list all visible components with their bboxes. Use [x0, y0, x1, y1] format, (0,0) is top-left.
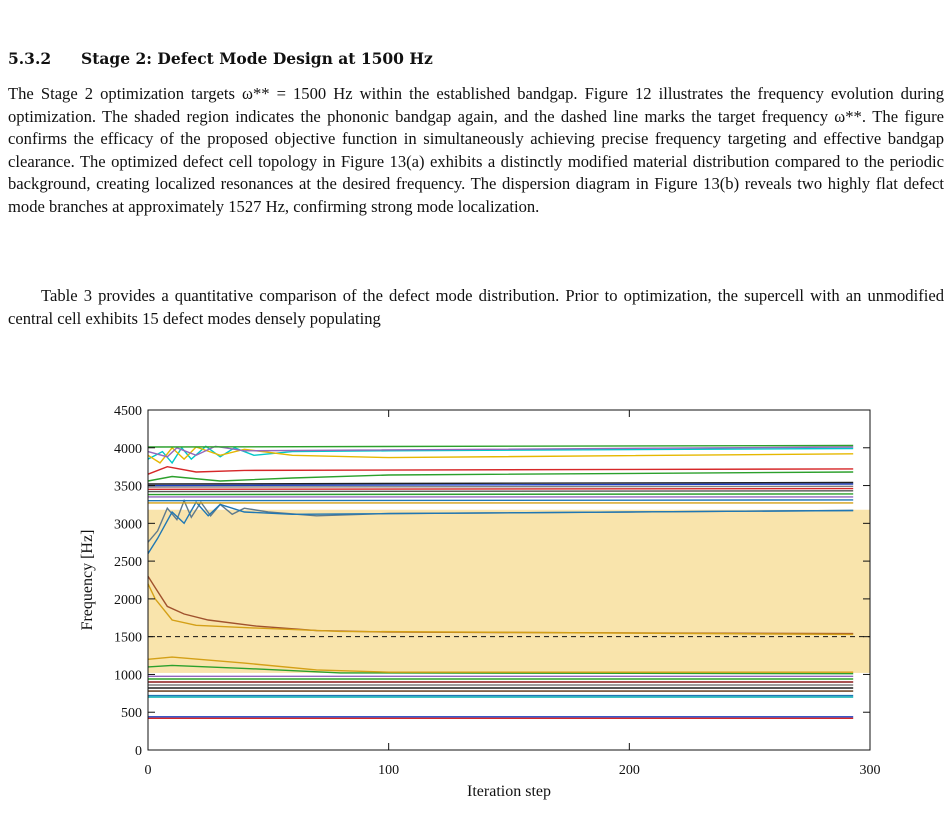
series-line-19	[147, 493, 854, 496]
x-axis-label: Iteration step	[467, 783, 551, 800]
series-line-24	[147, 481, 854, 485]
section-title: Stage 2: Defect Mode Design at 1500 Hz	[81, 49, 433, 68]
y-tick-label: 4500	[114, 404, 142, 419]
x-tick-label: 100	[378, 763, 399, 778]
series-line-17	[147, 499, 854, 502]
bandgap-region	[148, 509, 870, 673]
series-line-23	[147, 483, 854, 487]
y-tick-label: 3500	[114, 480, 142, 495]
frequency-evolution-figure: 0 100 200 300 0 500 1000 1500 2000 2500 3000 3500 40…	[0, 400, 952, 818]
y-tick-label: 1000	[114, 668, 142, 683]
series-line-26	[147, 465, 854, 475]
series-line-29	[147, 445, 854, 458]
paragraph-1: The Stage 2 optimization targets ω** = 1…	[8, 84, 944, 216]
x-tick-label: 0	[145, 763, 152, 778]
section-number: 5.3.2	[8, 49, 52, 68]
series-layer	[147, 444, 854, 719]
frequency-evolution-chart: 0 100 200 300050010001500200025003000350040…	[79, 404, 881, 800]
x-tick-label: 300	[860, 763, 881, 778]
series-line-15	[147, 501, 854, 554]
y-tick-label: 3000	[114, 517, 142, 532]
y-tick-label: 4000	[114, 442, 142, 457]
x-tick-label: 200	[619, 763, 640, 778]
plot-frame	[147, 409, 871, 751]
series-line-28	[147, 446, 854, 464]
y-tick-label: 1500	[114, 631, 142, 646]
series-line-11	[147, 656, 854, 673]
axis-ticks: 0 100 200 300050010001500200025003000350040…	[114, 404, 881, 778]
series-line-13	[147, 583, 854, 636]
section-heading: 5.3.2 Stage 2: Defect Mode Design at 1500…	[8, 49, 433, 68]
series-line-20	[147, 490, 854, 493]
y-tick-label: 500	[121, 706, 142, 721]
paragraph-2: Table 3 provides a quantitative comparis…	[8, 286, 944, 328]
y-tick-label: 0	[135, 744, 142, 759]
series-line-21	[147, 487, 854, 491]
y-tick-label: 2500	[114, 555, 142, 570]
series-line-27	[147, 445, 854, 465]
series-line-10	[147, 664, 854, 675]
series-line-25	[147, 471, 854, 482]
y-axis-label: Frequency [Hz]	[79, 530, 96, 631]
series-line-22	[147, 485, 854, 488]
series-line-30	[147, 444, 854, 448]
y-tick-label: 2000	[114, 593, 142, 608]
